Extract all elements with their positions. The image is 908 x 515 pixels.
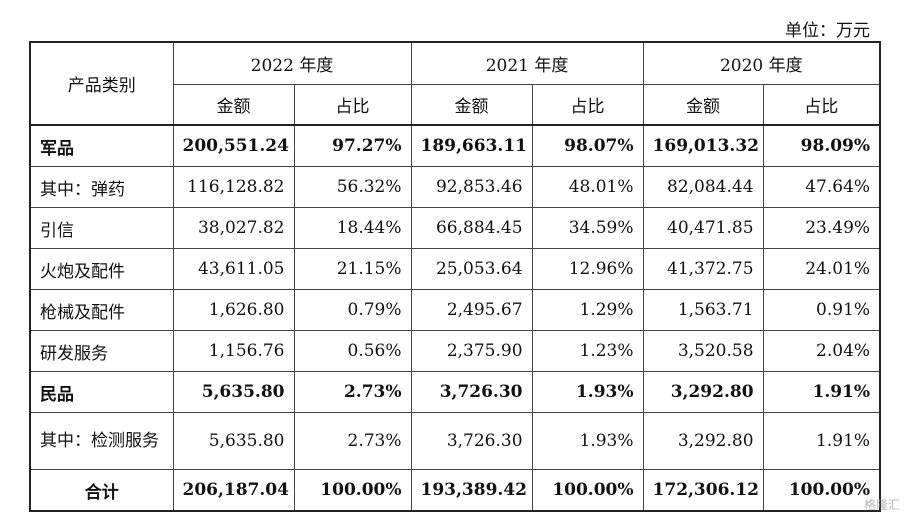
- table-row-fuze: 引信 38,027.82 18.44% 66,884.45 34.59% 40,…: [29, 207, 881, 249]
- header-year-2021: 2021 年度: [410, 41, 644, 85]
- cell-2020-share: 2.04%: [762, 330, 881, 372]
- cell-2020-share: 1.91%: [762, 412, 881, 470]
- cell-2021-amount: 2,495.67: [410, 289, 533, 331]
- header-share: 占比: [293, 84, 412, 126]
- cell-2020-amount: 41,372.75: [642, 248, 764, 290]
- header-year-2020: 2020 年度: [642, 41, 881, 85]
- row-label: 其中：检测服务: [29, 412, 174, 470]
- cell-2020-amount: 82,084.44: [642, 166, 764, 208]
- cell-2020-amount: 1,563.71: [642, 289, 764, 331]
- table-row-civilian: 民品 5,635.80 2.73% 3,726.30 1.93% 3,292.8…: [29, 371, 881, 413]
- cell-2020-amount: 3,520.58: [642, 330, 764, 372]
- cell-2021-share: 1.93%: [531, 412, 644, 470]
- header-amount: 金额: [172, 84, 295, 126]
- cell-2020-share: 23.49%: [762, 207, 881, 249]
- cell-2021-share: 98.07%: [531, 124, 644, 167]
- cell-2020-amount: 169,013.32: [642, 124, 764, 167]
- cell-2022-amount: 206,187.04: [172, 469, 295, 512]
- cell-2021-amount: 2,375.90: [410, 330, 533, 372]
- cell-2021-amount: 193,389.42: [410, 469, 533, 512]
- header-year-2022: 2022 年度: [172, 41, 412, 85]
- cell-2022-amount: 1,626.80: [172, 289, 295, 331]
- cell-2020-share: 1.91%: [762, 371, 881, 413]
- table-row-testing-services: 其中：检测服务 5,635.80 2.73% 3,726.30 1.93% 3,…: [29, 412, 881, 470]
- cell-2021-amount: 3,726.30: [410, 371, 533, 413]
- cell-2022-amount: 1,156.76: [172, 330, 295, 372]
- product-revenue-table: 产品类别 2022 年度 2021 年度 2020 年度 金额 占比 金额 占比…: [29, 41, 882, 512]
- cell-2021-share: 12.96%: [531, 248, 644, 290]
- cell-2020-amount: 172,306.12: [642, 469, 764, 512]
- cell-2022-amount: 5,635.80: [172, 371, 295, 413]
- table-row-rnd-services: 研发服务 1,156.76 0.56% 2,375.90 1.23% 3,520…: [29, 330, 881, 372]
- cell-2021-share: 1.93%: [531, 371, 644, 413]
- cell-2020-share: 0.91%: [762, 289, 881, 331]
- header-share: 占比: [762, 84, 881, 126]
- cell-2022-amount: 116,128.82: [172, 166, 295, 208]
- cell-2022-amount: 200,551.24: [172, 124, 295, 167]
- cell-2020-amount: 40,471.85: [642, 207, 764, 249]
- row-label: 枪械及配件: [29, 289, 174, 331]
- cell-2021-amount: 3,726.30: [410, 412, 533, 470]
- cell-2021-share: 1.23%: [531, 330, 644, 372]
- cell-2022-share: 0.79%: [293, 289, 412, 331]
- header-category: 产品类别: [29, 41, 174, 126]
- cell-2022-amount: 38,027.82: [172, 207, 295, 249]
- cell-2021-amount: 92,853.46: [410, 166, 533, 208]
- table-row-military: 军品 200,551.24 97.27% 189,663.11 98.07% 1…: [29, 124, 881, 167]
- cell-2020-amount: 3,292.80: [642, 371, 764, 413]
- cell-2021-share: 100.00%: [531, 469, 644, 512]
- row-label: 其中：弹药: [29, 166, 174, 208]
- table-row-ammunition: 其中：弹药 116,128.82 56.32% 92,853.46 48.01%…: [29, 166, 881, 208]
- cell-2022-share: 56.32%: [293, 166, 412, 208]
- cell-2020-share: 24.01%: [762, 248, 881, 290]
- watermark: 格隆汇: [863, 498, 900, 512]
- cell-2022-share: 2.73%: [293, 412, 412, 470]
- cell-2022-share: 97.27%: [293, 124, 412, 167]
- cell-2022-share: 21.15%: [293, 248, 412, 290]
- header-amount: 金额: [642, 84, 764, 126]
- row-label: 引信: [29, 207, 174, 249]
- table-row-artillery: 火炮及配件 43,611.05 21.15% 25,053.64 12.96% …: [29, 248, 881, 290]
- cell-2021-amount: 66,884.45: [410, 207, 533, 249]
- row-label: 火炮及配件: [29, 248, 174, 290]
- cell-2021-share: 48.01%: [531, 166, 644, 208]
- cell-2021-amount: 25,053.64: [410, 248, 533, 290]
- header-amount: 金额: [410, 84, 533, 126]
- cell-2020-amount: 3,292.80: [642, 412, 764, 470]
- cell-2021-amount: 189,663.11: [410, 124, 533, 167]
- cell-2022-amount: 43,611.05: [172, 248, 295, 290]
- header-share: 占比: [531, 84, 644, 126]
- table-row-total: 合计 206,187.04 100.00% 193,389.42 100.00%…: [29, 469, 881, 512]
- row-label: 军品: [29, 124, 174, 167]
- table-row-firearms: 枪械及配件 1,626.80 0.79% 2,495.67 1.29% 1,56…: [29, 289, 881, 331]
- cell-2021-share: 34.59%: [531, 207, 644, 249]
- row-label: 研发服务: [29, 330, 174, 372]
- cell-2022-share: 2.73%: [293, 371, 412, 413]
- cell-2022-share: 100.00%: [293, 469, 412, 512]
- unit-label: 单位：万元: [785, 21, 870, 41]
- cell-2020-share: 47.64%: [762, 166, 881, 208]
- cell-2022-amount: 5,635.80: [172, 412, 295, 470]
- row-label: 民品: [29, 371, 174, 413]
- cell-2020-share: 98.09%: [762, 124, 881, 167]
- cell-2020-share: 100.00%: [762, 469, 881, 512]
- row-label: 合计: [29, 469, 174, 512]
- cell-2022-share: 18.44%: [293, 207, 412, 249]
- cell-2021-share: 1.29%: [531, 289, 644, 331]
- cell-2022-share: 0.56%: [293, 330, 412, 372]
